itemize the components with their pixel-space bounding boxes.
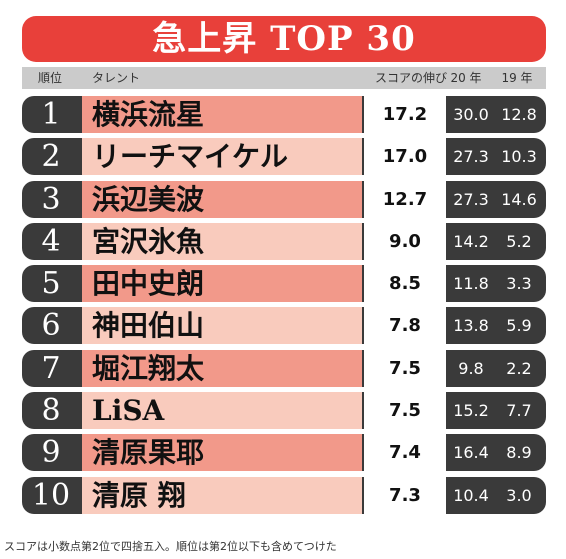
score-growth: 9.0 bbox=[364, 222, 446, 260]
score-2020: 14.2 bbox=[453, 231, 489, 251]
score-2019: 8.9 bbox=[506, 443, 532, 463]
table-header: 順位 タレント スコアの伸び 20 年 19 年 bbox=[22, 67, 546, 89]
score-2020: 15.2 bbox=[453, 401, 489, 421]
talent-name: 宮沢氷魚 bbox=[82, 222, 362, 260]
header-rank: 順位 bbox=[37, 71, 62, 85]
score-2019: 3.3 bbox=[506, 274, 532, 294]
table-row: 8 LiSA 7.5 15.2 7.7 bbox=[22, 392, 546, 430]
rank-number: 8 bbox=[41, 393, 61, 429]
score-2020: 27.3 bbox=[453, 189, 489, 209]
ranking-list: 1 横浜流星 17.2 30.0 12.8 2 リーチマイケル 17.0 27.… bbox=[22, 96, 546, 519]
talent-name: 清原 翔 bbox=[82, 476, 362, 514]
talent-name: 堀江翔太 bbox=[82, 349, 362, 387]
score-2020: 30.0 bbox=[453, 105, 489, 124]
rank-number: 7 bbox=[41, 350, 61, 386]
score-growth: 17.0 bbox=[364, 138, 446, 176]
table-row: 7 堀江翔太 7.5 9.8 2.2 bbox=[22, 349, 546, 387]
score-growth: 8.5 bbox=[364, 265, 446, 303]
score-2020: 11.8 bbox=[453, 274, 489, 294]
talent-name: 浜辺美波 bbox=[82, 180, 362, 218]
table-row: 10 清原 翔 7.3 10.4 3.0 bbox=[22, 476, 546, 514]
score-2019: 14.6 bbox=[501, 189, 537, 209]
score-2020: 13.8 bbox=[453, 316, 489, 336]
score-2019: 5.9 bbox=[506, 316, 532, 336]
table-row: 6 神田伯山 7.8 13.8 5.9 bbox=[22, 307, 546, 345]
rank-number: 4 bbox=[41, 223, 61, 259]
table-row: 5 田中史朗 8.5 11.8 3.3 bbox=[22, 265, 546, 303]
score-2020: 9.8 bbox=[458, 358, 484, 378]
table-row: 9 清原果耶 7.4 16.4 8.9 bbox=[22, 434, 546, 472]
score-growth: 7.3 bbox=[364, 476, 446, 514]
rank-number: 2 bbox=[41, 139, 61, 175]
table-row: 2 リーチマイケル 17.0 27.3 10.3 bbox=[22, 138, 546, 176]
score-growth: 7.5 bbox=[364, 392, 446, 430]
score-2020: 16.4 bbox=[453, 443, 489, 463]
rank-number: 3 bbox=[41, 181, 61, 217]
talent-name: 田中史朗 bbox=[82, 265, 362, 303]
score-2019: 10.3 bbox=[501, 147, 537, 167]
table-row: 4 宮沢氷魚 9.0 14.2 5.2 bbox=[22, 222, 546, 260]
score-2019: 7.7 bbox=[506, 401, 532, 421]
score-2020: 27.3 bbox=[453, 147, 489, 167]
table-row: 1 横浜流星 17.2 30.0 12.8 bbox=[22, 96, 546, 133]
header-year-19: 19 年 bbox=[501, 71, 533, 85]
rank-number: 10 bbox=[31, 477, 71, 513]
table-row: 3 浜辺美波 12.7 27.3 14.6 bbox=[22, 180, 546, 218]
talent-name: 清原果耶 bbox=[82, 434, 362, 472]
talent-name: 横浜流星 bbox=[82, 96, 362, 133]
score-2020: 10.4 bbox=[453, 485, 489, 505]
rank-number: 5 bbox=[41, 266, 61, 302]
rank-number: 1 bbox=[41, 97, 61, 132]
rank-number: 6 bbox=[41, 308, 61, 344]
score-growth: 12.7 bbox=[364, 180, 446, 218]
header-talent: タレント bbox=[92, 71, 141, 85]
score-2019: 3.0 bbox=[506, 485, 532, 505]
rank-number: 9 bbox=[41, 435, 61, 471]
header-score: スコアの伸び bbox=[374, 71, 447, 85]
score-2019: 2.2 bbox=[506, 358, 532, 378]
footnote: スコアは小数点第2位で四捨五入。順位は第2位以下も含めてつけた bbox=[4, 540, 337, 553]
score-growth: 7.8 bbox=[364, 307, 446, 345]
talent-name: LiSA bbox=[82, 392, 362, 430]
score-growth: 17.2 bbox=[364, 96, 446, 133]
score-2019: 12.8 bbox=[501, 105, 537, 124]
header-year-20: 20 年 bbox=[450, 71, 482, 85]
talent-name: 神田伯山 bbox=[82, 307, 362, 345]
score-growth: 7.5 bbox=[364, 349, 446, 387]
score-growth: 7.4 bbox=[364, 434, 446, 472]
talent-name: リーチマイケル bbox=[82, 138, 362, 176]
ranking-title: 急上昇 TOP 30 bbox=[22, 16, 546, 62]
score-2019: 5.2 bbox=[506, 231, 532, 251]
